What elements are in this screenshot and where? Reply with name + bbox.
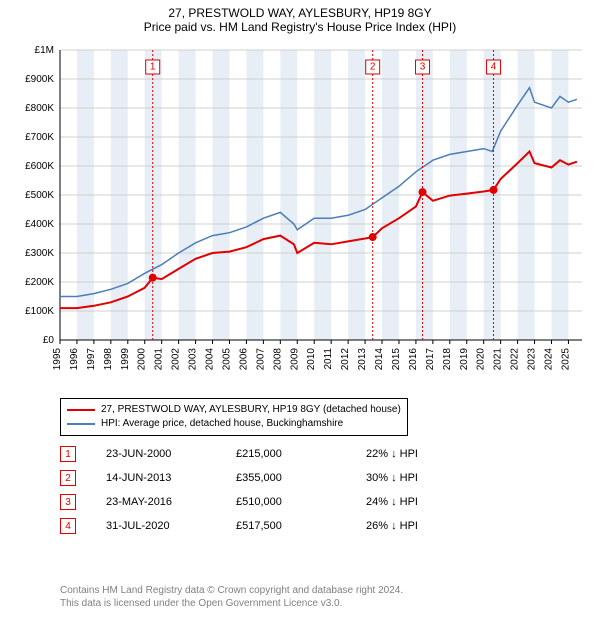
- svg-text:2009: 2009: [289, 348, 300, 371]
- credits-line: Contains HM Land Registry data © Crown c…: [60, 584, 403, 597]
- svg-text:£800K: £800K: [25, 103, 54, 114]
- sale-pct: 26% ↓ HPI: [366, 520, 486, 532]
- svg-text:2003: 2003: [188, 348, 199, 371]
- credits-line: This data is licensed under the Open Gov…: [60, 597, 403, 610]
- legend-swatch-paid: [67, 409, 95, 411]
- legend-label-hpi: HPI: Average price, detached house, Buck…: [101, 417, 343, 431]
- svg-text:2007: 2007: [255, 348, 266, 371]
- sales-table: 1 23-JUN-2000 £215,000 22% ↓ HPI 2 14-JU…: [60, 442, 486, 538]
- svg-text:2012: 2012: [340, 348, 351, 371]
- svg-text:2000: 2000: [137, 348, 148, 371]
- sale-date: 23-MAY-2016: [106, 496, 236, 508]
- svg-text:£200K: £200K: [25, 277, 54, 288]
- legend: 27, PRESTWOLD WAY, AYLESBURY, HP19 8GY (…: [60, 398, 408, 436]
- table-row: 4 31-JUL-2020 £517,500 26% ↓ HPI: [60, 514, 486, 538]
- svg-text:2002: 2002: [171, 348, 182, 371]
- sale-price: £355,000: [236, 472, 366, 484]
- svg-text:2005: 2005: [221, 348, 232, 371]
- sale-pct: 30% ↓ HPI: [366, 472, 486, 484]
- legend-row-paid: 27, PRESTWOLD WAY, AYLESBURY, HP19 8GY (…: [67, 403, 401, 417]
- sale-price: £517,500: [236, 520, 366, 532]
- svg-text:2019: 2019: [459, 348, 470, 371]
- legend-label-paid: 27, PRESTWOLD WAY, AYLESBURY, HP19 8GY (…: [101, 403, 401, 417]
- chart-subtitle: Price paid vs. HM Land Registry's House …: [0, 20, 600, 38]
- legend-row-hpi: HPI: Average price, detached house, Buck…: [67, 417, 401, 431]
- svg-text:2021: 2021: [493, 348, 504, 371]
- svg-text:£300K: £300K: [25, 248, 54, 259]
- svg-text:1995: 1995: [52, 348, 63, 371]
- sale-price: £510,000: [236, 496, 366, 508]
- svg-text:2008: 2008: [272, 348, 283, 371]
- svg-text:4: 4: [491, 62, 497, 73]
- svg-text:2011: 2011: [323, 348, 334, 370]
- svg-text:£100K: £100K: [25, 306, 54, 317]
- svg-text:1997: 1997: [86, 348, 97, 371]
- svg-text:1996: 1996: [69, 348, 80, 371]
- table-row: 3 23-MAY-2016 £510,000 24% ↓ HPI: [60, 490, 486, 514]
- svg-text:2022: 2022: [510, 348, 521, 371]
- svg-text:2024: 2024: [543, 348, 554, 371]
- svg-text:2004: 2004: [205, 348, 216, 371]
- svg-text:2006: 2006: [238, 348, 249, 371]
- chart-area: £0 £100K £200K £300K £400K £500K £600K £700K £80…: [10, 42, 590, 392]
- svg-text:2001: 2001: [154, 348, 165, 371]
- svg-text:2: 2: [370, 62, 376, 73]
- svg-text:1999: 1999: [120, 348, 131, 371]
- svg-text:2020: 2020: [476, 348, 487, 371]
- svg-text:£500K: £500K: [25, 190, 54, 201]
- sale-marker-icon: 2: [60, 470, 76, 486]
- chart-title: 27, PRESTWOLD WAY, AYLESBURY, HP19 8GY: [0, 0, 600, 20]
- svg-text:£600K: £600K: [25, 161, 54, 172]
- svg-text:2017: 2017: [425, 348, 436, 371]
- sale-price: £215,000: [236, 448, 366, 460]
- svg-text:2014: 2014: [374, 348, 385, 371]
- table-row: 1 23-JUN-2000 £215,000 22% ↓ HPI: [60, 442, 486, 466]
- svg-text:2010: 2010: [306, 348, 317, 371]
- svg-text:2015: 2015: [391, 348, 402, 371]
- svg-text:2018: 2018: [442, 348, 453, 371]
- svg-text:2013: 2013: [357, 348, 368, 371]
- svg-text:£700K: £700K: [25, 132, 54, 143]
- svg-text:1: 1: [150, 62, 156, 73]
- svg-text:£400K: £400K: [25, 219, 54, 230]
- legend-swatch-hpi: [67, 423, 95, 425]
- sale-marker-icon: 4: [60, 518, 76, 534]
- svg-text:£1M: £1M: [35, 45, 54, 56]
- sale-pct: 22% ↓ HPI: [366, 448, 486, 460]
- svg-text:3: 3: [420, 62, 426, 73]
- svg-text:£900K: £900K: [25, 74, 54, 85]
- sale-marker-icon: 1: [60, 446, 76, 462]
- sale-pct: 24% ↓ HPI: [366, 496, 486, 508]
- sale-marker-icon: 3: [60, 494, 76, 510]
- chart-svg: £0 £100K £200K £300K £400K £500K £600K £700K £80…: [10, 42, 590, 392]
- svg-text:£0: £0: [43, 335, 55, 346]
- sale-date: 23-JUN-2000: [106, 448, 236, 460]
- sale-date: 14-JUN-2013: [106, 472, 236, 484]
- svg-text:1998: 1998: [103, 348, 114, 371]
- svg-text:2023: 2023: [527, 348, 538, 371]
- sale-date: 31-JUL-2020: [106, 520, 236, 532]
- svg-text:2016: 2016: [408, 348, 419, 371]
- svg-text:2025: 2025: [560, 348, 571, 371]
- credits: Contains HM Land Registry data © Crown c…: [60, 584, 403, 610]
- table-row: 2 14-JUN-2013 £355,000 30% ↓ HPI: [60, 466, 486, 490]
